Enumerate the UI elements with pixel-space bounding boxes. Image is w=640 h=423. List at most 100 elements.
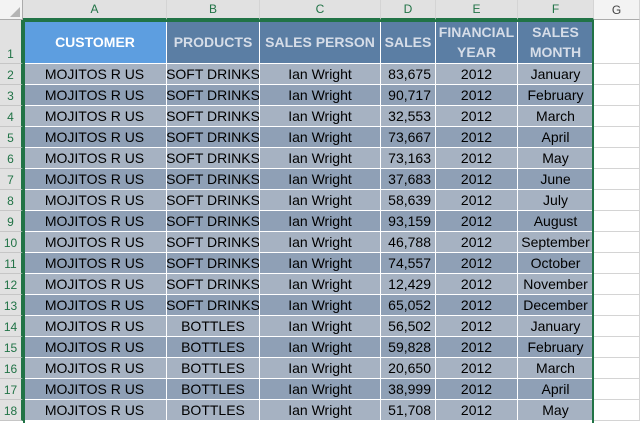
row-header-14[interactable]: 14: [0, 316, 23, 337]
empty-cell-g[interactable]: [594, 253, 640, 274]
column-header-a[interactable]: A: [23, 0, 167, 20]
table-cell-products[interactable]: BOTTLES: [167, 358, 260, 379]
table-cell-financial-year[interactable]: 2012: [436, 232, 518, 253]
table-cell-customer[interactable]: MOJITOS R US: [23, 379, 167, 400]
column-header-g[interactable]: G: [594, 0, 640, 20]
column-header-f[interactable]: F: [518, 0, 594, 20]
table-cell-sales[interactable]: 83,675: [381, 64, 436, 85]
row-header-12[interactable]: 12: [0, 274, 23, 295]
empty-cell-g[interactable]: [594, 64, 640, 85]
table-cell-customer[interactable]: MOJITOS R US: [23, 127, 167, 148]
table-cell-sales-month[interactable]: March: [518, 358, 594, 379]
table-cell-financial-year[interactable]: 2012: [436, 400, 518, 421]
table-cell-sales[interactable]: 37,683: [381, 169, 436, 190]
empty-cell-g[interactable]: [594, 169, 640, 190]
table-cell-customer[interactable]: MOJITOS R US: [23, 64, 167, 85]
row-header-5[interactable]: 5: [0, 127, 23, 148]
table-cell-sales[interactable]: 46,788: [381, 232, 436, 253]
row-header-1[interactable]: 1: [0, 20, 23, 64]
table-cell-sales-person[interactable]: Ian Wright: [260, 211, 381, 232]
row-header-8[interactable]: 8: [0, 190, 23, 211]
table-cell-sales[interactable]: 38,999: [381, 379, 436, 400]
table-cell-products[interactable]: BOTTLES: [167, 337, 260, 358]
row-header-11[interactable]: 11: [0, 253, 23, 274]
row-header-6[interactable]: 6: [0, 148, 23, 169]
row-header-18[interactable]: 18: [0, 400, 23, 421]
header-cell-financial-year[interactable]: FINANCIAL YEAR: [436, 20, 518, 64]
table-cell-sales-month[interactable]: September: [518, 232, 594, 253]
select-all-button[interactable]: [0, 0, 23, 20]
empty-cell-g[interactable]: [594, 400, 640, 421]
table-cell-sales-person[interactable]: Ian Wright: [260, 148, 381, 169]
row-header-17[interactable]: 17: [0, 379, 23, 400]
table-cell-sales[interactable]: 12,429: [381, 274, 436, 295]
table-cell-customer[interactable]: MOJITOS R US: [23, 148, 167, 169]
row-header-2[interactable]: 2: [0, 64, 23, 85]
table-cell-financial-year[interactable]: 2012: [436, 169, 518, 190]
table-cell-sales-month[interactable]: January: [518, 64, 594, 85]
table-cell-sales-person[interactable]: Ian Wright: [260, 253, 381, 274]
row-header-3[interactable]: 3: [0, 85, 23, 106]
table-cell-sales-month[interactable]: October: [518, 253, 594, 274]
empty-cell-g[interactable]: [594, 379, 640, 400]
table-cell-products[interactable]: SOFT DRINKS: [167, 232, 260, 253]
table-cell-products[interactable]: SOFT DRINKS: [167, 211, 260, 232]
table-cell-sales-person[interactable]: Ian Wright: [260, 127, 381, 148]
table-cell-financial-year[interactable]: 2012: [436, 358, 518, 379]
table-cell-sales[interactable]: 20,650: [381, 358, 436, 379]
table-cell-financial-year[interactable]: 2012: [436, 190, 518, 211]
table-cell-products[interactable]: SOFT DRINKS: [167, 64, 260, 85]
empty-cell-g[interactable]: [594, 316, 640, 337]
table-cell-products[interactable]: BOTTLES: [167, 400, 260, 421]
table-cell-financial-year[interactable]: 2012: [436, 211, 518, 232]
empty-cell-g[interactable]: [594, 274, 640, 295]
table-cell-sales-person[interactable]: Ian Wright: [260, 379, 381, 400]
table-cell-sales-month[interactable]: June: [518, 169, 594, 190]
table-cell-sales-person[interactable]: Ian Wright: [260, 232, 381, 253]
table-cell-sales-month[interactable]: May: [518, 148, 594, 169]
table-cell-sales-person[interactable]: Ian Wright: [260, 64, 381, 85]
table-cell-sales-month[interactable]: May: [518, 400, 594, 421]
table-cell-sales-person[interactable]: Ian Wright: [260, 316, 381, 337]
row-header-7[interactable]: 7: [0, 169, 23, 190]
row-header-15[interactable]: 15: [0, 337, 23, 358]
table-cell-customer[interactable]: MOJITOS R US: [23, 337, 167, 358]
table-cell-financial-year[interactable]: 2012: [436, 379, 518, 400]
table-cell-financial-year[interactable]: 2012: [436, 316, 518, 337]
table-cell-customer[interactable]: MOJITOS R US: [23, 85, 167, 106]
empty-cell-g[interactable]: [594, 20, 640, 64]
table-cell-financial-year[interactable]: 2012: [436, 85, 518, 106]
table-cell-sales[interactable]: 73,163: [381, 148, 436, 169]
table-cell-customer[interactable]: MOJITOS R US: [23, 190, 167, 211]
table-cell-products[interactable]: SOFT DRINKS: [167, 295, 260, 316]
empty-cell-g[interactable]: [594, 232, 640, 253]
table-cell-sales-person[interactable]: Ian Wright: [260, 190, 381, 211]
table-cell-customer[interactable]: MOJITOS R US: [23, 169, 167, 190]
empty-cell-g[interactable]: [594, 190, 640, 211]
table-cell-financial-year[interactable]: 2012: [436, 295, 518, 316]
table-cell-sales-month[interactable]: January: [518, 316, 594, 337]
table-cell-customer[interactable]: MOJITOS R US: [23, 211, 167, 232]
table-cell-sales-month[interactable]: July: [518, 190, 594, 211]
table-cell-financial-year[interactable]: 2012: [436, 253, 518, 274]
table-cell-sales-person[interactable]: Ian Wright: [260, 274, 381, 295]
table-cell-sales-person[interactable]: Ian Wright: [260, 106, 381, 127]
table-cell-sales[interactable]: 51,708: [381, 400, 436, 421]
empty-cell-g[interactable]: [594, 85, 640, 106]
empty-cell-g[interactable]: [594, 106, 640, 127]
table-cell-financial-year[interactable]: 2012: [436, 127, 518, 148]
empty-cell-g[interactable]: [594, 295, 640, 316]
header-cell-products[interactable]: PRODUCTS: [167, 20, 260, 64]
table-cell-financial-year[interactable]: 2012: [436, 106, 518, 127]
table-cell-customer[interactable]: MOJITOS R US: [23, 253, 167, 274]
table-cell-financial-year[interactable]: 2012: [436, 148, 518, 169]
row-header-9[interactable]: 9: [0, 211, 23, 232]
table-cell-financial-year[interactable]: 2012: [436, 274, 518, 295]
table-cell-sales-month[interactable]: March: [518, 106, 594, 127]
table-cell-sales[interactable]: 73,667: [381, 127, 436, 148]
header-cell-sales-person[interactable]: SALES PERSON: [260, 20, 381, 64]
empty-cell-g[interactable]: [594, 148, 640, 169]
column-header-b[interactable]: B: [167, 0, 260, 20]
table-cell-sales-month[interactable]: February: [518, 337, 594, 358]
header-cell-customer[interactable]: CUSTOMER: [23, 20, 167, 64]
